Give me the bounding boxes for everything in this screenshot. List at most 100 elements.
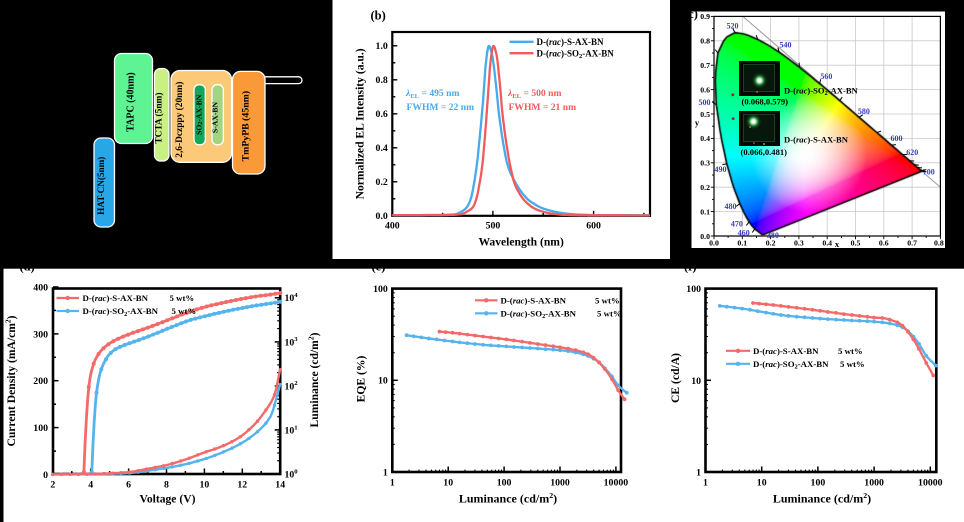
svg-text:(b): (b) (371, 9, 386, 23)
svg-text:0.6: 0.6 (376, 109, 388, 120)
svg-text:D-(rac)-S-AX-BN: D-(rac)-S-AX-BN (501, 296, 567, 306)
svg-text:0.3: 0.3 (700, 159, 710, 168)
svg-text:10000: 10000 (918, 478, 943, 489)
svg-text:380: 380 (767, 231, 779, 240)
svg-text:0.5: 0.5 (700, 110, 710, 119)
svg-text:D-(rac)-S-AX-BN: D-(rac)-S-AX-BN (753, 346, 819, 356)
svg-text:100: 100 (33, 423, 48, 434)
svg-text:EQE (%): EQE (%) (355, 356, 368, 403)
svg-text:560: 560 (820, 72, 832, 81)
svg-text:5 wt%: 5 wt% (597, 309, 622, 319)
svg-text:490: 490 (715, 165, 727, 174)
svg-text:12: 12 (237, 480, 247, 491)
svg-text:y: y (695, 118, 700, 128)
svg-text:D-(rac)-SO2-AX-BN: D-(rac)-SO2-AX-BN (537, 49, 615, 61)
svg-text:HAT-CN(5nm): HAT-CN(5nm) (96, 157, 106, 215)
svg-text:8: 8 (164, 480, 169, 491)
svg-text:0.5: 0.5 (851, 238, 861, 247)
svg-text:0.2: 0.2 (376, 177, 388, 188)
svg-text:620: 620 (906, 148, 918, 157)
svg-text:Voltage (V): Voltage (V) (140, 493, 196, 506)
svg-text:4: 4 (88, 480, 93, 491)
svg-text:D-(rac)-S-AX-BN: D-(rac)-S-AX-BN (83, 293, 149, 303)
svg-text:0: 0 (43, 470, 48, 481)
svg-text:600: 600 (891, 134, 903, 143)
svg-text:S-AX-BN: S-AX-BN (211, 101, 220, 133)
svg-text:10000: 10000 (604, 478, 629, 489)
svg-text:0.8: 0.8 (376, 75, 388, 86)
svg-text:(c): (c) (684, 7, 698, 21)
svg-text:100: 100 (811, 478, 826, 489)
svg-text:D-(rac)-SO2-AX-BN: D-(rac)-SO2-AX-BN (501, 309, 577, 321)
svg-text:5 wt%: 5 wt% (838, 346, 863, 356)
svg-text:1: 1 (696, 467, 701, 478)
svg-text:0.8: 0.8 (934, 238, 944, 247)
svg-text:0.7: 0.7 (907, 238, 917, 247)
svg-text:D-(rac)-SO2-AX-BN: D-(rac)-SO2-AX-BN (83, 306, 159, 318)
svg-text:100: 100 (497, 478, 512, 489)
svg-text:Luminance (cd/m2): Luminance (cd/m2) (773, 491, 871, 506)
svg-text:480: 480 (725, 202, 737, 211)
svg-text:D-(rac)-SO2-AX-BN: D-(rac)-SO2-AX-BN (753, 359, 829, 371)
svg-text:0.2: 0.2 (700, 183, 710, 192)
svg-text:1000: 1000 (550, 478, 570, 489)
svg-text:1.0: 1.0 (376, 41, 388, 52)
svg-text:x: x (835, 239, 840, 249)
svg-text:400: 400 (385, 221, 400, 232)
svg-text:0.0: 0.0 (709, 238, 719, 247)
svg-text:10: 10 (691, 376, 701, 387)
svg-text:460: 460 (738, 229, 750, 238)
svg-text:Current Density (mA/cm2): Current Density (mA/cm2) (4, 315, 18, 446)
svg-text:TmPyPB (45nm): TmPyPB (45nm) (241, 91, 252, 161)
svg-text:(e): (e) (372, 260, 386, 274)
svg-text:TCTA (5nm): TCTA (5nm) (154, 93, 165, 144)
svg-text:0.1: 0.1 (700, 207, 710, 216)
svg-text:0.0: 0.0 (700, 232, 710, 241)
svg-text:500: 500 (486, 221, 501, 232)
svg-text:TAPC (40nm): TAPC (40nm) (126, 72, 137, 132)
svg-text:0.4: 0.4 (376, 143, 388, 154)
svg-text:1000: 1000 (864, 478, 884, 489)
svg-text:Luminance (cd/m2): Luminance (cd/m2) (459, 491, 557, 506)
svg-text:D-(rac)-S-AX-BN: D-(rac)-S-AX-BN (537, 37, 604, 47)
svg-text:100: 100 (373, 284, 388, 295)
svg-text:540: 540 (780, 41, 792, 50)
svg-text:(0.066,0.481): (0.066,0.481) (741, 147, 788, 157)
svg-text:1: 1 (703, 478, 708, 489)
svg-text:λEL = 500 nm: λEL = 500 nm (507, 88, 561, 100)
svg-text:300: 300 (33, 329, 48, 340)
svg-text:5 wt%: 5 wt% (595, 296, 620, 306)
svg-text:(f): (f) (684, 260, 697, 274)
svg-text:470: 470 (731, 220, 743, 229)
svg-text:6: 6 (126, 480, 131, 491)
svg-text:200: 200 (33, 376, 48, 387)
svg-text:10: 10 (757, 478, 767, 489)
svg-text:100: 100 (686, 284, 701, 295)
svg-text:SO2-AX-BN: SO2-AX-BN (194, 94, 204, 135)
svg-text:1: 1 (383, 467, 388, 478)
svg-text:0.2: 0.2 (766, 238, 776, 247)
svg-text:10: 10 (378, 376, 388, 387)
svg-text:0.4: 0.4 (822, 238, 832, 247)
svg-text:CE (cd/A): CE (cd/A) (669, 353, 682, 403)
svg-text:FWHM = 22 nm: FWHM = 22 nm (407, 102, 475, 113)
svg-text:0.7: 0.7 (700, 61, 710, 70)
svg-text:0.6: 0.6 (879, 238, 889, 247)
svg-text:0.4: 0.4 (700, 134, 710, 143)
svg-text:0.0: 0.0 (376, 211, 388, 222)
svg-text:580: 580 (858, 107, 870, 116)
svg-text:14: 14 (275, 480, 285, 491)
svg-text:λEL = 495 nm: λEL = 495 nm (405, 88, 459, 100)
svg-text:10: 10 (443, 478, 453, 489)
svg-text:0.6: 0.6 (700, 85, 710, 94)
svg-text:FWHM = 21 nm: FWHM = 21 nm (509, 102, 577, 113)
svg-text:5 wt%: 5 wt% (840, 359, 865, 369)
svg-text:0.8: 0.8 (700, 37, 710, 46)
svg-text:700: 700 (923, 168, 935, 177)
svg-text:520: 520 (727, 22, 739, 31)
svg-text:500: 500 (699, 98, 711, 107)
svg-text:5 wt%: 5 wt% (172, 306, 197, 316)
svg-text:D-(rac)-SO2-AX-BN: D-(rac)-SO2-AX-BN (784, 86, 859, 98)
svg-text:600: 600 (586, 221, 601, 232)
svg-text:400: 400 (33, 282, 48, 293)
